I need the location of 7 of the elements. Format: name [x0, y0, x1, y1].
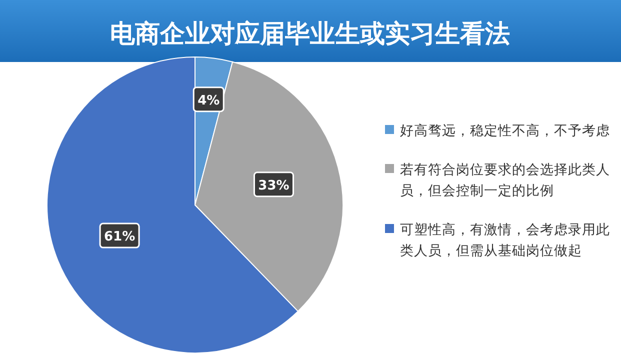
- legend-label: 若有符合岗位要求的会选择此类人员，但会控制一定的比例: [400, 162, 610, 199]
- data-label: 4%: [198, 93, 220, 108]
- data-label: 61%: [104, 230, 136, 245]
- chart-title: 电商企业对应届毕业生或实习生看法: [110, 19, 510, 48]
- legend-label: 可塑性高，有激情，会考虑录用此类人员，但需从基础岗位做起: [400, 222, 610, 259]
- data-label: 33%: [258, 178, 290, 194]
- legend-label: 好高骛远，稳定性不高，不予考虑: [400, 123, 610, 139]
